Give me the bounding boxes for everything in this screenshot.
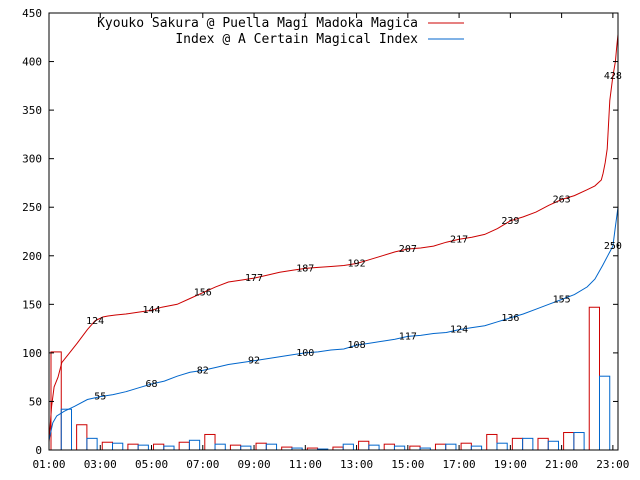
index-hourly-bar [368, 444, 380, 451]
index-cumulative-line [48, 207, 619, 441]
kyouko-hourly-bar [255, 442, 267, 451]
kyouko-hourly-bar [563, 432, 575, 451]
y-tick-label: 250 [22, 201, 42, 214]
x-tick-label: 03:00 [84, 458, 117, 471]
series-lines [48, 34, 619, 443]
index-hourly-bar [522, 437, 534, 451]
kyouko-data-label: 263 [553, 194, 571, 205]
kyouko-hourly-bar [204, 433, 216, 451]
index-data-label: 55 [94, 392, 106, 403]
kyouko-data-label: 156 [194, 288, 212, 299]
kyouko-hourly-bar [588, 306, 600, 451]
x-tick-label: 23:00 [596, 458, 629, 471]
index-hourly-bar [342, 443, 354, 451]
index-hourly-bar [470, 445, 483, 451]
kyouko-hourly-bar [537, 437, 549, 451]
x-tick-label: 11:00 [289, 458, 322, 471]
index-hourly-bar [573, 432, 585, 451]
hourly-bars [50, 306, 611, 451]
kyouko-data-label: 187 [296, 263, 314, 274]
y-tick-label: 0 [35, 444, 42, 457]
plot-frame [48, 12, 619, 451]
legend: Kyouko Sakura @ Puella Magi Madoka Magic… [97, 16, 464, 47]
kyouko-data-label: 207 [399, 244, 417, 255]
kyouko-hourly-bar [460, 442, 472, 451]
index-data-label: 108 [348, 340, 366, 351]
index-hourly-bar [188, 439, 201, 451]
index-data-label: 82 [197, 365, 209, 376]
x-tick-label: 19:00 [494, 458, 527, 471]
kyouko-hourly-bar [383, 443, 395, 451]
kyouko-data-label: 217 [450, 234, 468, 245]
index-hourly-bar [393, 445, 406, 451]
x-tick-label: 15:00 [391, 458, 424, 471]
index-data-label: 155 [553, 294, 571, 305]
index-hourly-bar [163, 445, 175, 451]
kyouko-hourly-bar [409, 445, 421, 451]
kyouko-hourly-bar [486, 433, 498, 451]
kyouko-data-label: 428 [604, 71, 622, 82]
kyouko-data-label: 192 [348, 259, 366, 270]
index-hourly-bar [496, 442, 508, 451]
kyouko-hourly-bar [229, 444, 242, 451]
legend-label: Index @ A Certain Magical Index [175, 32, 418, 47]
legend-label: Kyouko Sakura @ Puella Magi Madoka Magic… [97, 16, 418, 31]
kyouko-hourly-bar [101, 441, 114, 451]
kyouko-hourly-bar [434, 443, 447, 451]
kyouko-hourly-bar [76, 424, 88, 451]
index-data-label: 92 [248, 356, 260, 367]
kyouko-cumulative-line [48, 34, 619, 443]
kyouko-hourly-bar [358, 440, 370, 451]
y-tick-label: 300 [22, 153, 42, 166]
kyouko-data-label: 124 [86, 316, 104, 327]
x-tick-label: 01:00 [32, 458, 65, 471]
index-hourly-bar [598, 375, 611, 451]
x-tick-label: 09:00 [237, 458, 270, 471]
y-tick-label: 50 [29, 395, 42, 408]
kyouko-data-label: 239 [501, 216, 519, 227]
kyouko-hourly-bar [178, 441, 190, 451]
index-hourly-bar [547, 440, 559, 451]
kyouko-data-label: 144 [142, 305, 160, 316]
index-hourly-bar [240, 445, 252, 451]
x-tick-label: 05:00 [135, 458, 168, 471]
index-data-label: 136 [501, 313, 519, 324]
index-data-label: 117 [399, 331, 417, 342]
data-labels: 124 144 156 177 187 192 207 217 239 263 428 55 68 82 9… [86, 71, 622, 402]
index-hourly-bar [112, 442, 124, 451]
index-data-label: 68 [145, 379, 157, 390]
x-tick-label: 21:00 [545, 458, 578, 471]
y-tick-label: 100 [22, 347, 42, 360]
index-hourly-bar [60, 408, 73, 451]
x-tick-label: 07:00 [186, 458, 219, 471]
kyouko-hourly-bar [511, 437, 524, 451]
kyouko-hourly-bar [127, 443, 139, 451]
y-tick-label: 450 [22, 7, 42, 20]
index-hourly-bar [445, 443, 457, 451]
index-data-label: 124 [450, 325, 468, 336]
index-data-label: 250 [604, 241, 622, 252]
y-tick-label: 150 [22, 298, 42, 311]
kyouko-hourly-bar [153, 443, 165, 451]
y-tick-label: 200 [22, 250, 42, 263]
index-hourly-bar [265, 443, 278, 451]
x-tick-label: 13:00 [340, 458, 373, 471]
x-tick-label: 17:00 [443, 458, 476, 471]
y-tick-label: 350 [22, 104, 42, 117]
index-hourly-bar [137, 444, 149, 451]
kyouko-data-label: 177 [245, 273, 263, 284]
index-hourly-bar [86, 437, 98, 451]
index-hourly-bar [214, 443, 226, 451]
index-data-label: 100 [296, 348, 314, 359]
axes: 0 50 100 150 200 250 300 350 400 450 01:00 03:00 05:… [22, 7, 629, 471]
y-tick-label: 400 [22, 56, 42, 69]
